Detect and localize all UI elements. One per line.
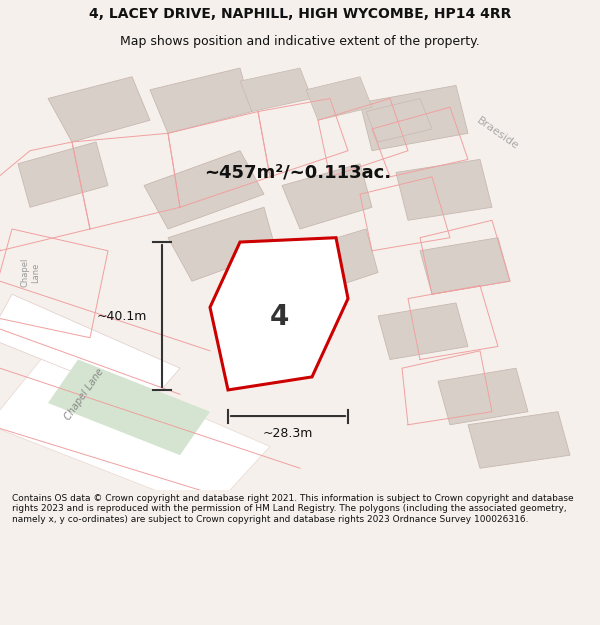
Text: 4: 4 — [269, 304, 289, 331]
Polygon shape — [468, 412, 570, 468]
Polygon shape — [420, 238, 510, 294]
Polygon shape — [378, 303, 468, 359]
Text: Chapel
Lane: Chapel Lane — [20, 258, 40, 288]
Text: Braeside: Braeside — [475, 115, 521, 151]
Polygon shape — [306, 77, 372, 120]
Polygon shape — [168, 208, 276, 281]
Text: Chapel Lane: Chapel Lane — [62, 367, 106, 422]
Polygon shape — [150, 68, 252, 133]
Text: Map shows position and indicative extent of the property.: Map shows position and indicative extent… — [120, 35, 480, 48]
Polygon shape — [0, 294, 180, 403]
Polygon shape — [48, 77, 150, 142]
Polygon shape — [360, 86, 468, 151]
Text: ~28.3m: ~28.3m — [263, 427, 313, 440]
Polygon shape — [438, 368, 528, 425]
Text: ~457m²/~0.113ac.: ~457m²/~0.113ac. — [204, 164, 391, 181]
Polygon shape — [366, 99, 432, 142]
Polygon shape — [210, 238, 348, 390]
Polygon shape — [144, 151, 264, 229]
Polygon shape — [0, 351, 270, 512]
Polygon shape — [396, 159, 492, 220]
Polygon shape — [18, 142, 108, 208]
Text: ~40.1m: ~40.1m — [97, 309, 147, 322]
Polygon shape — [282, 164, 372, 229]
Polygon shape — [294, 229, 378, 294]
Text: Contains OS data © Crown copyright and database right 2021. This information is : Contains OS data © Crown copyright and d… — [12, 494, 574, 524]
Text: 4, LACEY DRIVE, NAPHILL, HIGH WYCOMBE, HP14 4RR: 4, LACEY DRIVE, NAPHILL, HIGH WYCOMBE, H… — [89, 7, 511, 21]
Polygon shape — [240, 68, 312, 111]
Polygon shape — [48, 359, 210, 455]
